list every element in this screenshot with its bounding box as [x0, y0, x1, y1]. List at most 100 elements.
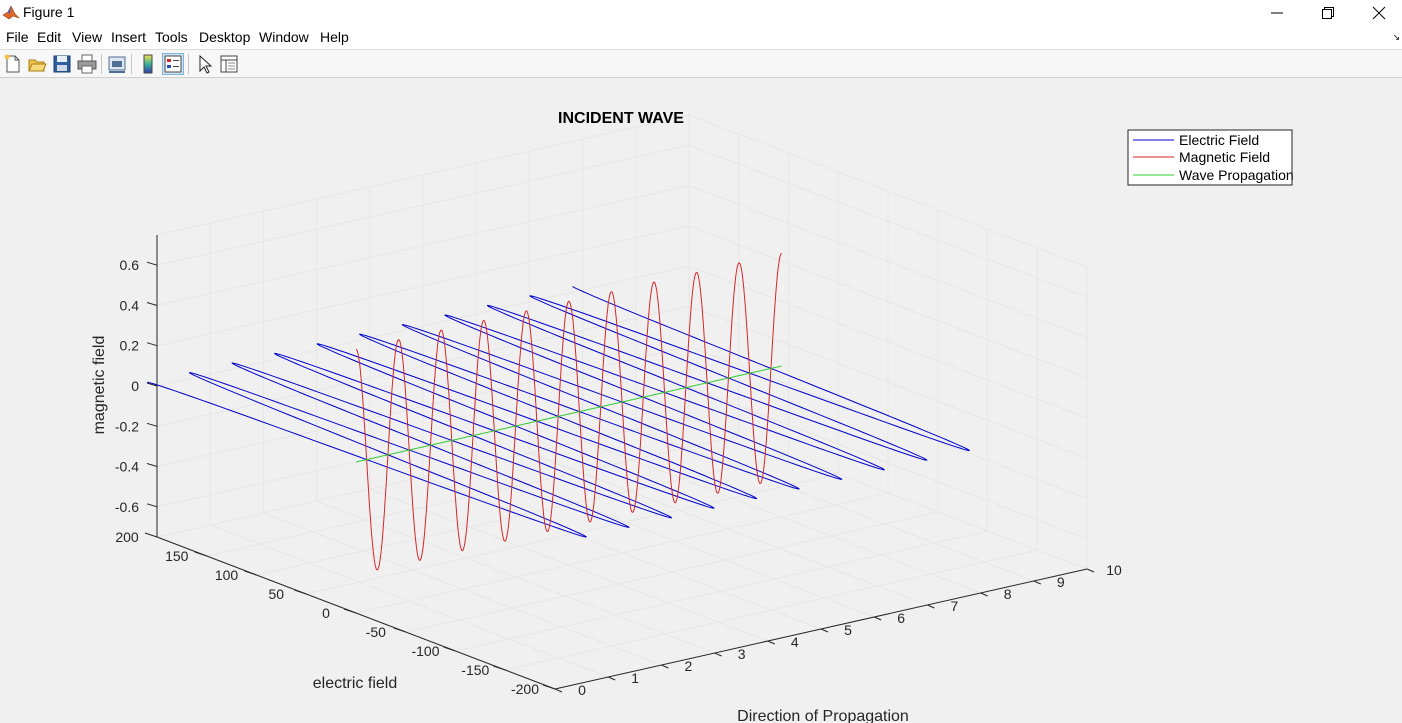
x-tick — [1033, 580, 1041, 585]
menu-window[interactable]: Window — [259, 29, 309, 45]
new-figure-button[interactable] — [2, 53, 24, 75]
z-tick-label: -0.6 — [115, 499, 139, 515]
dock-arrow-icon[interactable]: ↘ — [1392, 32, 1400, 42]
x-tick — [874, 616, 882, 621]
legend-label-electric: Electric Field — [1179, 132, 1259, 148]
x-tick — [554, 688, 563, 693]
figure-canvas[interactable]: 0 1 2 3 4 5 6 7 8 9 10 -200 -150 -100 -50 0 50 100 150 200 -… — [0, 78, 1402, 723]
toolbar-separator — [101, 54, 102, 74]
grid-line — [206, 435, 739, 557]
z-tick-label: 0.2 — [120, 338, 140, 354]
print-button[interactable] — [76, 53, 98, 75]
menu-edit[interactable]: Edit — [37, 29, 62, 45]
grid-line — [156, 265, 690, 387]
y-tick — [443, 646, 456, 652]
grid-line — [256, 454, 789, 576]
z-tick-label: 0.4 — [120, 298, 140, 314]
restore-button[interactable] — [1305, 0, 1351, 27]
close-icon — [1372, 6, 1386, 20]
edit-plot-icon — [199, 54, 213, 74]
insert-legend-button[interactable] — [162, 53, 184, 75]
y-tick-label: 200 — [115, 529, 139, 545]
y-tick-label: 0 — [322, 605, 330, 621]
property-inspector-icon — [220, 55, 238, 73]
x-tick-label: 1 — [631, 670, 639, 686]
x-tick-label: 6 — [897, 610, 905, 626]
minimize-button[interactable] — [1254, 0, 1300, 27]
axes-box — [144, 235, 1095, 693]
x-tick-label: 7 — [951, 598, 959, 614]
grid-line — [156, 346, 690, 467]
x-tick — [1086, 568, 1095, 573]
new-figure-icon — [4, 54, 20, 73]
x-tick — [661, 664, 669, 669]
insert-colorbar-button[interactable] — [137, 53, 159, 75]
grid-line — [688, 386, 1088, 540]
menu-desktop[interactable]: Desktop — [199, 29, 251, 45]
z-tick-label: 0.6 — [120, 257, 140, 273]
x-tick — [714, 652, 722, 657]
insert-colorbar-icon — [143, 54, 153, 74]
close-button[interactable] — [1356, 0, 1402, 27]
menu-file[interactable]: File — [6, 29, 29, 45]
x-axis-label: Direction of Propagation — [737, 708, 909, 723]
minimize-icon — [1271, 12, 1283, 14]
link-plot-button[interactable] — [106, 53, 128, 75]
y-tick — [393, 627, 406, 633]
y-tick — [194, 551, 207, 557]
x-tick — [608, 676, 616, 681]
link-plot-icon — [108, 56, 126, 73]
property-inspector-button[interactable] — [218, 53, 240, 75]
electric-field-line — [147, 286, 971, 538]
z-tick — [146, 463, 158, 467]
window-title: Figure 1 — [23, 4, 75, 20]
grid-line — [156, 416, 690, 538]
z-tick-label: 0 — [131, 378, 139, 394]
z-tick-label: -0.4 — [115, 459, 139, 475]
figure-toolbar — [0, 49, 1402, 78]
grid-line — [156, 225, 690, 347]
open-file-button[interactable] — [26, 53, 48, 75]
z-axis-label: magnetic field — [91, 336, 108, 435]
z-tick — [146, 342, 158, 347]
save-icon — [53, 55, 71, 73]
grid-line — [355, 492, 889, 614]
magnetic-field-line — [355, 252, 782, 571]
menu-view[interactable]: View — [72, 29, 103, 45]
open-file-icon — [28, 59, 47, 72]
z-tick — [146, 503, 158, 508]
x-tick-label: 2 — [685, 658, 693, 674]
grid-line — [306, 473, 839, 595]
edit-plot-button[interactable] — [194, 53, 216, 75]
x-tick-label: 9 — [1057, 574, 1065, 590]
z-tick — [146, 261, 158, 266]
y-tick-label: -100 — [411, 643, 439, 659]
y-tick — [144, 532, 158, 538]
grid-line — [688, 114, 1088, 268]
y-tick — [542, 684, 556, 690]
wave-propagation-line — [355, 365, 782, 463]
y-tick — [343, 608, 357, 614]
x-tick-label: 10 — [1106, 562, 1122, 578]
x-tick-label: 5 — [844, 622, 852, 638]
legend[interactable]: Electric Field Magnetic Field Wave Propa… — [1127, 129, 1294, 186]
x-tick-label: 4 — [791, 634, 799, 650]
y-tick-label: 50 — [269, 586, 285, 602]
menu-tools[interactable]: Tools — [155, 29, 188, 45]
plot-lines — [147, 252, 971, 571]
print-icon — [77, 54, 97, 74]
x-tick — [767, 640, 775, 645]
y-tick-label: -50 — [366, 624, 386, 640]
menu-insert[interactable]: Insert — [111, 29, 147, 45]
z-tick — [146, 302, 158, 306]
menu-help[interactable]: Help — [320, 29, 349, 45]
x-tick — [927, 604, 935, 609]
grid-line — [156, 144, 690, 266]
z-tick — [146, 382, 158, 387]
save-button[interactable] — [51, 53, 73, 75]
y-tick-label: 100 — [215, 567, 239, 583]
y-tick-label: -150 — [461, 662, 489, 678]
menu-bar: File Edit View Insert Tools Desktop Wind… — [0, 27, 1402, 49]
y-tick — [244, 570, 257, 576]
x-tick — [820, 628, 829, 633]
